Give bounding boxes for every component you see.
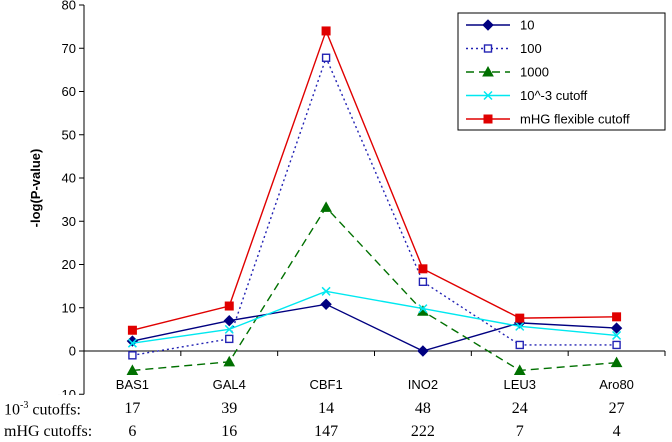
series-3 bbox=[127, 286, 622, 348]
data-point bbox=[515, 321, 525, 331]
table-cell: 16 bbox=[221, 423, 238, 440]
data-point bbox=[515, 340, 524, 350]
series-line bbox=[132, 303, 617, 352]
series-line bbox=[132, 28, 617, 331]
series-4 bbox=[127, 26, 622, 335]
series-line bbox=[132, 206, 617, 372]
table-cell: 7 bbox=[515, 423, 524, 440]
legend-item: 100 bbox=[466, 41, 542, 56]
legend-label: 100 bbox=[520, 41, 542, 56]
table-cell: 24 bbox=[511, 400, 528, 417]
legend-item: mHG flexible cutoff bbox=[466, 112, 630, 127]
data-point bbox=[610, 356, 623, 368]
row-label-suffix: cutoffs: bbox=[28, 401, 81, 419]
data-point bbox=[128, 351, 137, 360]
legend-swatch-marker bbox=[483, 114, 493, 124]
table-cell: 27 bbox=[608, 400, 625, 417]
data-point bbox=[127, 325, 137, 335]
legend-label: mHG flexible cutoff bbox=[520, 112, 630, 127]
data-point bbox=[612, 312, 622, 322]
data-point bbox=[127, 338, 137, 348]
legend-swatch-marker bbox=[482, 19, 494, 31]
data-point bbox=[223, 355, 236, 367]
data-point bbox=[320, 298, 332, 310]
data-point bbox=[612, 330, 622, 340]
data-point bbox=[321, 286, 331, 296]
table-row-label: 10-3 cutoffs: bbox=[4, 400, 81, 419]
table-cell: 6 bbox=[128, 423, 137, 440]
series-1 bbox=[128, 53, 621, 360]
data-point bbox=[418, 304, 428, 314]
data-point bbox=[515, 313, 525, 323]
table-cell: 14 bbox=[318, 400, 335, 417]
legend-item: 10^-3 cutoff bbox=[466, 88, 588, 103]
data-point bbox=[513, 364, 526, 375]
legend-item: 1000 bbox=[466, 65, 549, 80]
data-point bbox=[224, 301, 234, 311]
y-tick-label: 50 bbox=[62, 127, 76, 142]
table-cell: 17 bbox=[124, 400, 141, 417]
series-line bbox=[132, 290, 617, 344]
legend: 10 100 1000 10^-3 cutoff mHG flexible cutoff bbox=[457, 12, 666, 131]
y-axis-label: -log(P-value) bbox=[28, 149, 43, 228]
legend-label: 1000 bbox=[520, 65, 549, 80]
legend-swatch-marker bbox=[483, 44, 493, 53]
table-row-label: mHG cutoffs: bbox=[4, 423, 92, 441]
legend-label: 10 bbox=[520, 18, 534, 33]
data-point bbox=[225, 334, 234, 344]
y-tick-label: 30 bbox=[62, 214, 76, 229]
table-cell: 147 bbox=[314, 423, 339, 440]
y-tick-label: 0 bbox=[69, 344, 76, 359]
data-point bbox=[223, 315, 235, 327]
data-point bbox=[126, 335, 139, 347]
x-tick-label: GAL4 bbox=[213, 377, 246, 392]
legend-swatch-marker bbox=[483, 90, 493, 101]
line-chart: -10 0 10 20 30 40 50 60 70 80 BAS1 GAL4 CBF1 INO2 LEU3… bbox=[28, 0, 666, 395]
data-point bbox=[417, 345, 429, 357]
x-tick-label: Aro80 bbox=[599, 377, 634, 392]
legend-item: 10 bbox=[466, 18, 534, 33]
data-point bbox=[320, 201, 332, 212]
legend-label: 10^-3 cutoff bbox=[520, 88, 588, 103]
row-label-text: 10 bbox=[4, 401, 20, 419]
table-cell: 4 bbox=[612, 423, 621, 440]
data-point bbox=[321, 26, 331, 36]
y-tick-label: 80 bbox=[62, 0, 76, 13]
row-label-text: mHG cutoffs: bbox=[4, 423, 93, 440]
x-tick-label: CBF1 bbox=[309, 377, 342, 392]
data-point bbox=[126, 364, 139, 375]
data-point bbox=[321, 53, 331, 62]
chart-series bbox=[126, 26, 623, 375]
y-tick-label: -10 bbox=[57, 387, 76, 395]
row-label-exponent: -3 bbox=[20, 400, 29, 411]
data-point bbox=[612, 340, 621, 350]
x-tick-label: LEU3 bbox=[503, 377, 536, 392]
legend-swatch-marker bbox=[482, 65, 494, 77]
data-point bbox=[610, 322, 623, 334]
y-tick-label: 10 bbox=[62, 300, 76, 315]
series-2 bbox=[126, 201, 623, 375]
data-point bbox=[224, 324, 234, 334]
series-line bbox=[132, 55, 617, 357]
x-tick-label: BAS1 bbox=[116, 377, 149, 392]
table-cell: 222 bbox=[410, 423, 435, 440]
chart-axes: -10 0 10 20 30 40 50 60 70 80 BAS1 GAL4 CBF1 INO2 LEU3… bbox=[28, 0, 666, 395]
y-tick-label: 40 bbox=[62, 171, 76, 186]
data-point bbox=[418, 264, 428, 274]
data-point bbox=[418, 277, 428, 286]
y-tick-label: 20 bbox=[62, 257, 76, 272]
series-0 bbox=[126, 298, 623, 357]
y-tick-label: 70 bbox=[62, 41, 76, 56]
table-cell: 39 bbox=[221, 400, 238, 417]
x-tick-label: INO2 bbox=[408, 377, 438, 392]
y-tick-label: 60 bbox=[62, 84, 76, 99]
table-cell: 48 bbox=[414, 400, 431, 417]
